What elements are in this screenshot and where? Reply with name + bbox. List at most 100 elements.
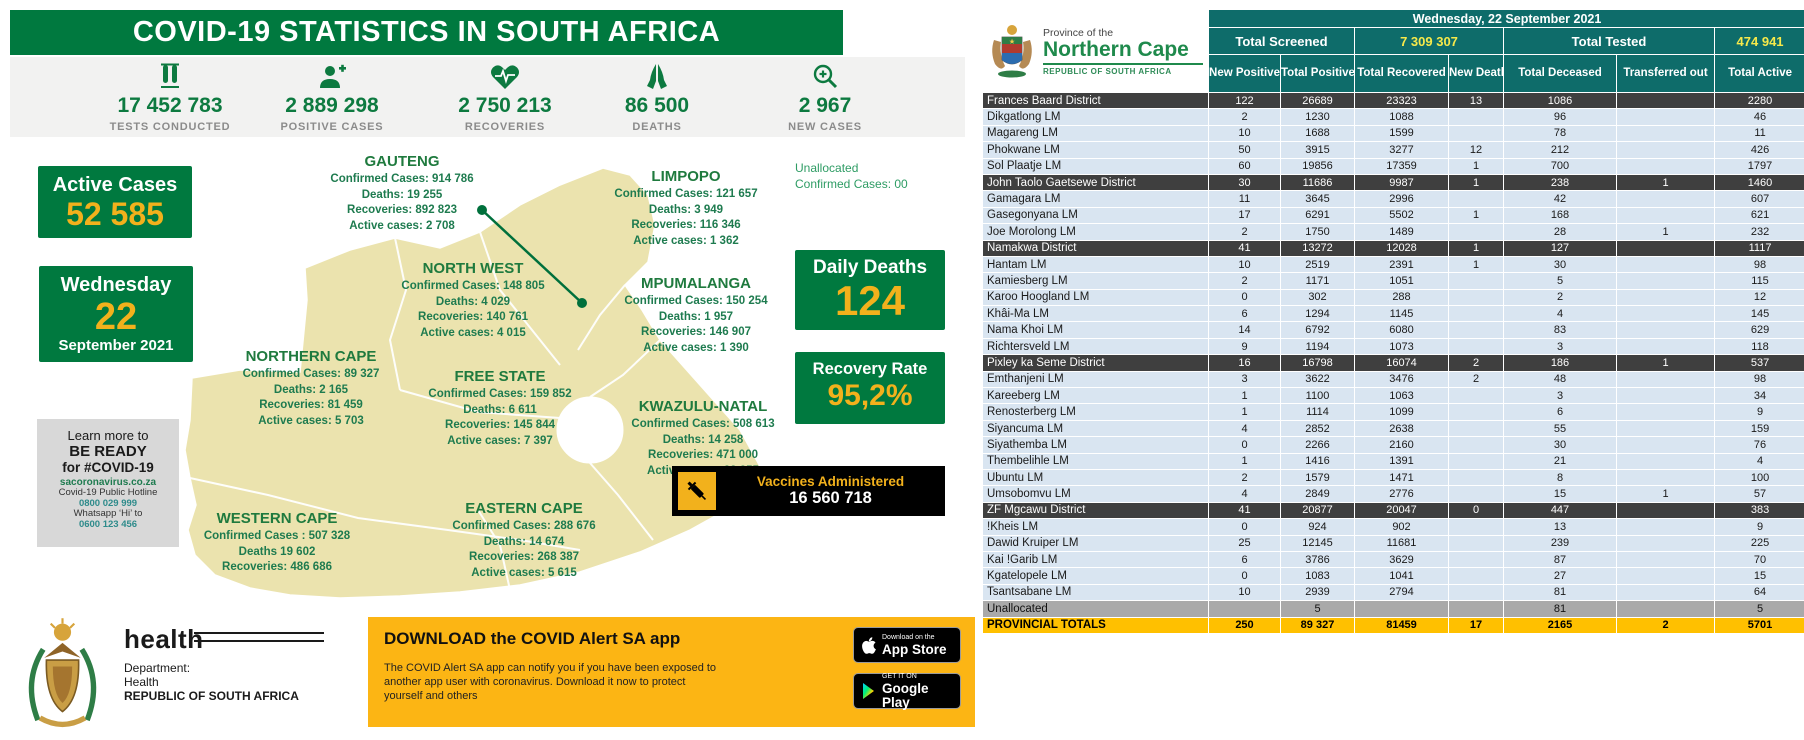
row-value: 1460	[1713, 173, 1804, 192]
row-value: 8	[1503, 468, 1617, 487]
logo-line1: Province of the	[1043, 26, 1114, 39]
hotline-number: 0800 029 999	[78, 497, 138, 509]
row-value: 98	[1713, 370, 1804, 389]
row-value	[1616, 272, 1715, 290]
row-name: John Taolo Gaetsewe District	[982, 173, 1209, 192]
row-value: 14	[1208, 321, 1281, 339]
row-value: 15	[1713, 567, 1804, 585]
row-value: 2	[1616, 616, 1715, 634]
magnifier-plus-icon	[730, 62, 920, 92]
province-stat-line: Deaths: 3 949	[648, 203, 724, 216]
row-value: 10	[1208, 583, 1281, 602]
row-value: 6080	[1354, 321, 1449, 339]
row-value: 13272	[1280, 239, 1355, 257]
row-name: Frances Baard District	[982, 91, 1209, 110]
row-value: 15	[1503, 485, 1617, 503]
province-stat-line: Deaths: 14 674	[483, 535, 565, 548]
row-value: 46	[1713, 108, 1804, 126]
row-value: 3	[1503, 387, 1617, 405]
row-value: 4	[1208, 485, 1281, 503]
play-icon	[863, 683, 874, 699]
person-plus-icon	[237, 62, 427, 92]
row-value: 42	[1503, 190, 1617, 208]
province-name: GAUTENG	[364, 153, 440, 170]
stat-value: 86 500	[624, 94, 690, 117]
row-value: 0	[1208, 518, 1281, 536]
google-play-badge[interactable]: GET IT ON Google Play	[853, 673, 961, 709]
province-name: LIMPOPO	[651, 168, 721, 185]
row-value: 118	[1713, 337, 1804, 356]
province-stat-line: Recoveries: 81 459	[259, 399, 363, 411]
row-name: Ubuntu LM	[982, 468, 1209, 487]
row-value: 2165	[1503, 616, 1617, 634]
row-value: 250	[1208, 616, 1281, 634]
row-value: 96	[1503, 108, 1617, 126]
table-row-pixley-ka-seme-district: Pixley ka Seme District 16 16798 16074 2 186 1…	[982, 354, 1804, 372]
row-value: 12028	[1354, 239, 1449, 257]
unallocated-note: Unallocated Confirmed Cases: 00	[795, 160, 965, 192]
app-store-badge[interactable]: Download on the App Store	[853, 627, 961, 663]
table-row-richtersveld-lm: Richtersveld LM 9 1194 1073 3 118	[982, 337, 1804, 356]
row-value: 9	[1713, 518, 1804, 536]
row-value	[1616, 518, 1715, 536]
row-value: 83	[1503, 321, 1617, 339]
row-name: Karoo Hoogland LM	[982, 288, 1209, 307]
row-value	[1616, 91, 1715, 110]
row-value: 1750	[1280, 223, 1355, 241]
row-value: 27	[1503, 567, 1617, 585]
row-value: 10	[1208, 124, 1281, 143]
row-value	[1208, 600, 1281, 618]
active-cases-value: 52 585	[66, 196, 164, 232]
row-value: 20877	[1280, 501, 1355, 520]
province-label-eastern-cape: EASTERN CAPE Confirmed Cases: 288 676 Deat…	[429, 500, 619, 581]
row-value	[1448, 190, 1504, 208]
province-stat-line: Deaths: 4 029	[435, 295, 511, 308]
row-value: 3	[1208, 370, 1281, 389]
row-value: 2	[1208, 272, 1281, 290]
province-stat-line: Confirmed Cases: 914 786	[330, 173, 474, 185]
row-value: 57	[1713, 485, 1804, 503]
row-value	[1616, 567, 1715, 585]
row-value: 1041	[1354, 567, 1449, 585]
province-stat-line: Active cases: 7 397	[447, 434, 553, 447]
row-value: 239	[1503, 534, 1617, 552]
stat-value: 2 967	[798, 94, 852, 117]
table-row-zf-mgcawu-district: ZF Mgcawu District 41 20877 20047 0 447 383	[982, 501, 1804, 520]
recovery-rate-label: Recovery Rate	[812, 360, 928, 378]
row-value: 12145	[1280, 534, 1355, 552]
row-value: 238	[1503, 173, 1617, 192]
province-stat-line: Recoveries: 145 844	[445, 419, 555, 431]
gauteng-pointer-line	[477, 205, 587, 308]
row-value: 1471	[1354, 468, 1449, 487]
row-value	[1616, 583, 1715, 602]
row-name: ZF Mgcawu District	[982, 501, 1209, 520]
daily-deaths-value: 124	[834, 277, 906, 324]
row-value: 0	[1208, 567, 1281, 585]
table-row-ubuntu-lm: Ubuntu LM 2 1579 1471 8 100	[982, 468, 1804, 487]
row-value	[1616, 403, 1715, 421]
table-row-siyathemba-lm: Siyathemba LM 0 2266 2160 30 76	[982, 436, 1804, 454]
province-stat-line: Active cases: 2 708	[349, 219, 455, 232]
row-value: 159	[1713, 419, 1804, 438]
province-stat-line: Deaths: 14 258	[662, 433, 744, 446]
stat-recoveries: 2 750 213 RECOVERIES	[410, 62, 600, 133]
table-row-magareng-lm: Magareng LM 10 1688 1599 78 11	[982, 124, 1804, 143]
column-header-total-positive: Total Positive	[1280, 54, 1355, 93]
sacoronavirus-link[interactable]: sacoronavirus.co.za	[59, 477, 157, 488]
total-screened-value: 7 309 307	[1354, 27, 1504, 55]
lesotho-cutout	[556, 396, 624, 464]
nc-statistics-table: Province of the Northern Cape REPUBLIC O…	[982, 9, 1804, 634]
table-row-kgatelopele-lm: Kgatelopele LM 0 1083 1041 27 15	[982, 567, 1804, 585]
row-value: 20047	[1354, 501, 1449, 520]
province-stat-line: Confirmed Cases: 89 327	[242, 368, 380, 380]
row-value: 2	[1448, 354, 1504, 372]
row-name: Richtersveld LM	[982, 337, 1209, 356]
row-value: 4	[1208, 419, 1281, 438]
province-stat-line: Confirmed Cases: 121 657	[614, 188, 758, 200]
row-name: Thembelihle LM	[982, 452, 1209, 470]
row-value: 1051	[1354, 272, 1449, 290]
recovery-rate-value: 95,2%	[827, 379, 913, 412]
banner-title: DOWNLOAD the COVID Alert SA app	[384, 629, 681, 648]
row-value: 2	[1208, 108, 1281, 126]
row-value: 1	[1448, 157, 1504, 175]
